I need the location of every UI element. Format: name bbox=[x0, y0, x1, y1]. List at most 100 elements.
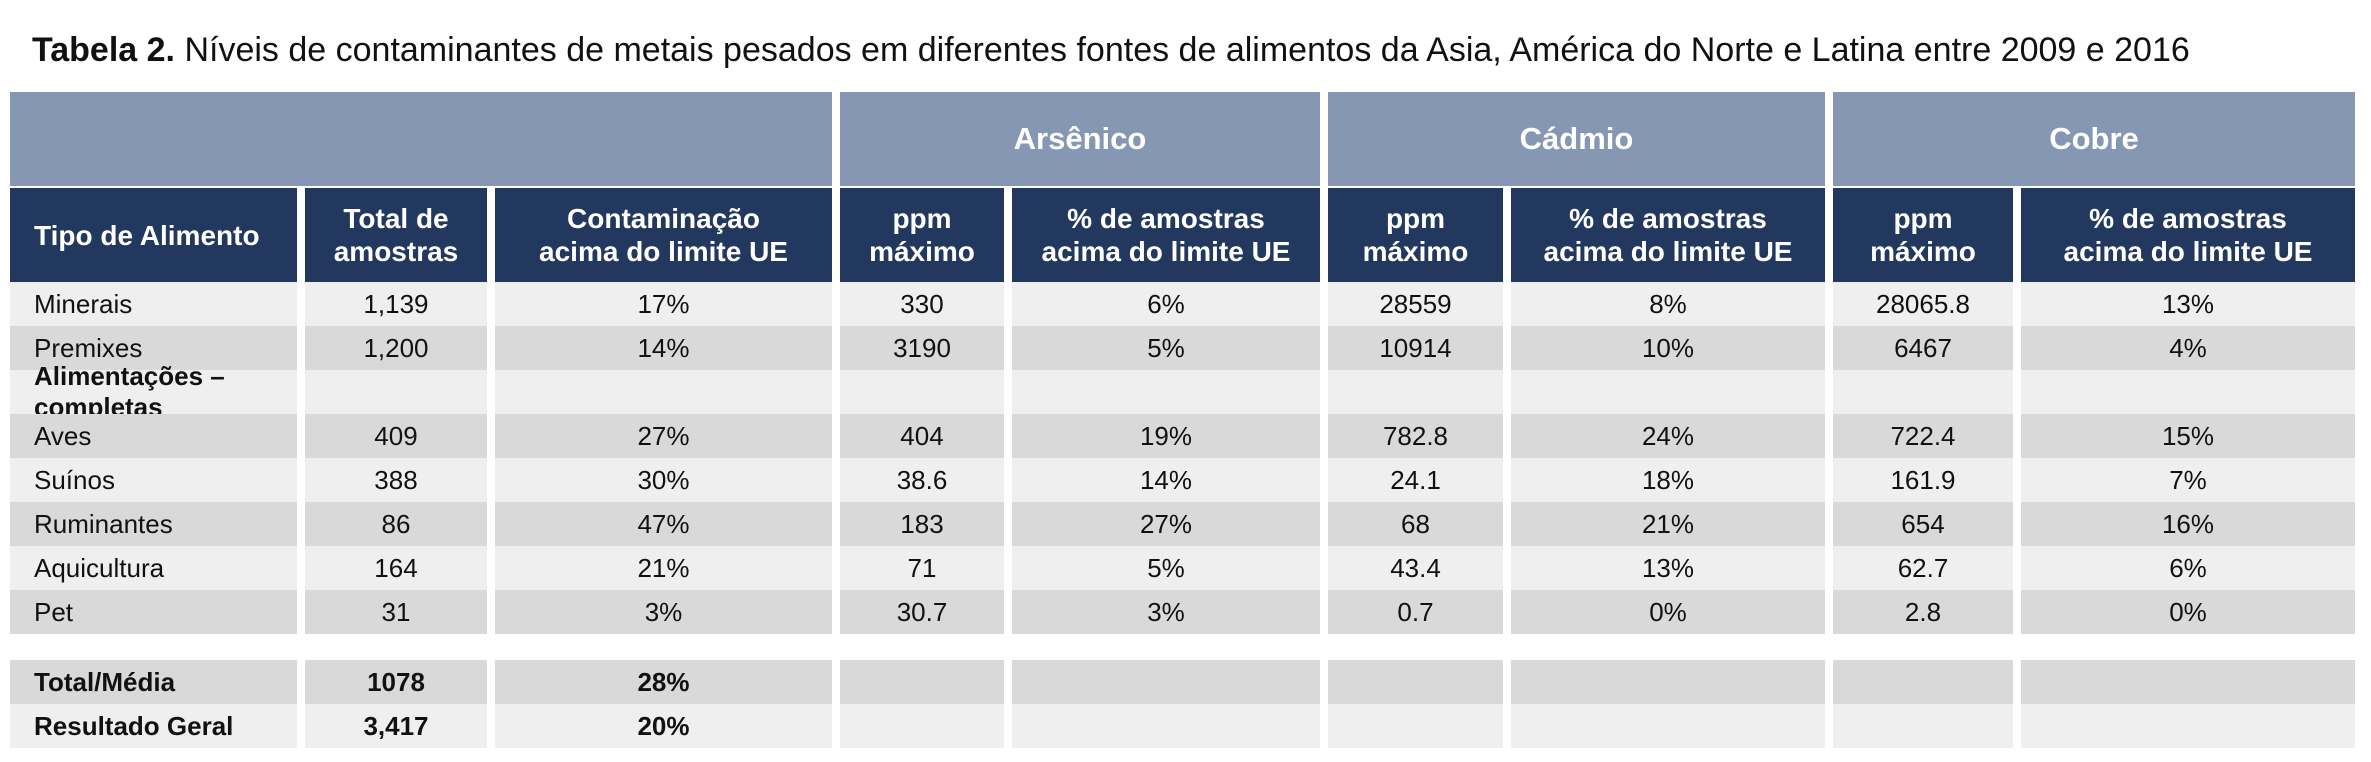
cell-cad-ppm: 43.4 bbox=[1328, 546, 1503, 590]
cell-ars-ppm: 3190 bbox=[840, 326, 1004, 370]
cell-ars-pct: 5% bbox=[1012, 546, 1320, 590]
group-header-empty bbox=[10, 92, 832, 186]
cell-cad-ppm: 24.1 bbox=[1328, 458, 1503, 502]
cell-cob-ppm bbox=[1833, 370, 2013, 414]
cell-ars-pct: 3% bbox=[1012, 590, 1320, 634]
cell-contaminacao: 14% bbox=[495, 326, 832, 370]
cell-contaminacao: 17% bbox=[495, 282, 832, 326]
col-header-ppm-line1: ppm bbox=[892, 203, 952, 234]
cell-tipo: Resultado Geral bbox=[10, 704, 297, 748]
cell-ars-ppm: 30.7 bbox=[840, 590, 1004, 634]
group-header-cadmio: Cádmio bbox=[1328, 92, 1825, 186]
cell-cad-ppm: 68 bbox=[1328, 502, 1503, 546]
cell-contaminacao: 27% bbox=[495, 414, 832, 458]
group-header-arsenico: Arsênico bbox=[840, 92, 1320, 186]
cell-cob-pct: 0% bbox=[2021, 590, 2355, 634]
cell-tipo: Aquicultura bbox=[10, 546, 297, 590]
table-row: Premixes 1,200 14% 3190 5% 10914 10% 6467 4% bbox=[10, 326, 2360, 370]
cell-ars-pct bbox=[1012, 370, 1320, 414]
cell-tipo: Ruminantes bbox=[10, 502, 297, 546]
table-row: Aves 409 27% 404 19% 782.8 24% 722.4 15% bbox=[10, 414, 2360, 458]
cell-ars-ppm: 71 bbox=[840, 546, 1004, 590]
cell-cad-ppm bbox=[1328, 660, 1503, 704]
col-header-pct-line1: % de amostras bbox=[1569, 203, 1767, 234]
cell-cad-ppm bbox=[1328, 370, 1503, 414]
cell-cad-ppm: 0.7 bbox=[1328, 590, 1503, 634]
cell-total: 388 bbox=[305, 458, 487, 502]
cell-cob-pct: 15% bbox=[2021, 414, 2355, 458]
cell-ars-ppm: 404 bbox=[840, 414, 1004, 458]
cell-total: 1078 bbox=[305, 660, 487, 704]
col-header-pct-line1: % de amostras bbox=[1067, 203, 1265, 234]
cell-cob-ppm: 722.4 bbox=[1833, 414, 2013, 458]
table-row: Resultado Geral 3,417 20% bbox=[10, 704, 2360, 748]
cell-cad-pct bbox=[1511, 704, 1825, 748]
col-header-pct-line2: acima do limite UE bbox=[1543, 236, 1793, 267]
col-header-pct-line2: acima do limite UE bbox=[2063, 236, 2313, 267]
cell-total: 3,417 bbox=[305, 704, 487, 748]
cell-cob-ppm: 6467 bbox=[1833, 326, 2013, 370]
cell-tipo: Premixes bbox=[10, 326, 297, 370]
cell-cob-ppm bbox=[1833, 660, 2013, 704]
cell-cob-pct: 16% bbox=[2021, 502, 2355, 546]
cell-tipo: Minerais bbox=[10, 282, 297, 326]
col-header-ppm-line2: máximo bbox=[1870, 236, 1976, 267]
table-row: Alimentações – completas bbox=[10, 361, 2360, 422]
col-header-ppm-line1: ppm bbox=[1893, 203, 1953, 234]
cell-cad-ppm bbox=[1328, 704, 1503, 748]
cell-ars-pct: 19% bbox=[1012, 414, 1320, 458]
cell-tipo: Pet bbox=[10, 590, 297, 634]
cell-cad-pct: 21% bbox=[1511, 502, 1825, 546]
cell-contaminacao: 3% bbox=[495, 590, 832, 634]
cell-ars-ppm: 183 bbox=[840, 502, 1004, 546]
cell-contaminacao: 20% bbox=[495, 704, 832, 748]
table-totals: Total/Média 1078 28% Resultado Geral 3,417 20… bbox=[10, 660, 2360, 748]
cell-cob-pct bbox=[2021, 370, 2355, 414]
cell-contaminacao: 30% bbox=[495, 458, 832, 502]
cell-cad-pct bbox=[1511, 660, 1825, 704]
cell-cob-pct bbox=[2021, 704, 2355, 748]
table-row: Ruminantes 86 47% 183 27% 68 21% 654 16% bbox=[10, 502, 2360, 546]
cell-contaminacao: 28% bbox=[495, 660, 832, 704]
cell-ars-pct bbox=[1012, 704, 1320, 748]
cell-total bbox=[305, 370, 487, 414]
col-header-cad-pct: % de amostras acima do limite UE bbox=[1511, 188, 1825, 282]
cell-total: 1,200 bbox=[305, 326, 487, 370]
cell-ars-ppm bbox=[840, 704, 1004, 748]
col-header-ars-pct: % de amostras acima do limite UE bbox=[1012, 188, 1320, 282]
cell-cob-pct: 6% bbox=[2021, 546, 2355, 590]
col-header-total-line1: Total de bbox=[343, 203, 449, 234]
cell-ars-ppm bbox=[840, 370, 1004, 414]
cell-ars-ppm bbox=[840, 660, 1004, 704]
table-row: Aquicultura 164 21% 71 5% 43.4 13% 62.7 6% bbox=[10, 546, 2360, 590]
cell-cob-ppm: 654 bbox=[1833, 502, 2013, 546]
table-row: Pet 31 3% 30.7 3% 0.7 0% 2.8 0% bbox=[10, 590, 2360, 634]
cell-tipo: Total/Média bbox=[10, 660, 297, 704]
cell-cad-pct: 0% bbox=[1511, 590, 1825, 634]
col-header-contam-line2: acima do limite UE bbox=[539, 236, 788, 267]
col-header-ppm-line2: máximo bbox=[869, 236, 975, 267]
col-header-cob-pct: % de amostras acima do limite UE bbox=[2021, 188, 2355, 282]
col-header-ars-ppm: ppm máximo bbox=[840, 188, 1004, 282]
table-title-text: Níveis de contaminantes de metais pesado… bbox=[184, 31, 2190, 69]
cell-ars-pct: 27% bbox=[1012, 502, 1320, 546]
col-header-ppm-line1: ppm bbox=[1385, 203, 1446, 234]
cell-cad-ppm: 10914 bbox=[1328, 326, 1503, 370]
group-header-cobre: Cobre bbox=[1833, 92, 2355, 186]
cell-total: 409 bbox=[305, 414, 487, 458]
cell-ars-pct: 14% bbox=[1012, 458, 1320, 502]
col-header-total-line2: amostras bbox=[333, 236, 459, 267]
cell-tipo: Suínos bbox=[10, 458, 297, 502]
cell-total: 1,139 bbox=[305, 282, 487, 326]
cell-cad-pct bbox=[1511, 370, 1825, 414]
col-header-ppm-line2: máximo bbox=[1362, 236, 1469, 267]
cell-cad-pct: 18% bbox=[1511, 458, 1825, 502]
cell-ars-pct: 5% bbox=[1012, 326, 1320, 370]
cell-contaminacao bbox=[495, 370, 832, 414]
cell-cob-ppm: 161.9 bbox=[1833, 458, 2013, 502]
table-title: Tabela 2. Níveis de contaminantes de met… bbox=[32, 22, 2190, 78]
cell-tipo: Alimentações – completas bbox=[10, 361, 297, 422]
col-header-total: Total de amostras bbox=[305, 188, 487, 282]
col-header-pct-line2: acima do limite UE bbox=[1041, 236, 1291, 267]
table-row: Total/Média 1078 28% bbox=[10, 660, 2360, 704]
